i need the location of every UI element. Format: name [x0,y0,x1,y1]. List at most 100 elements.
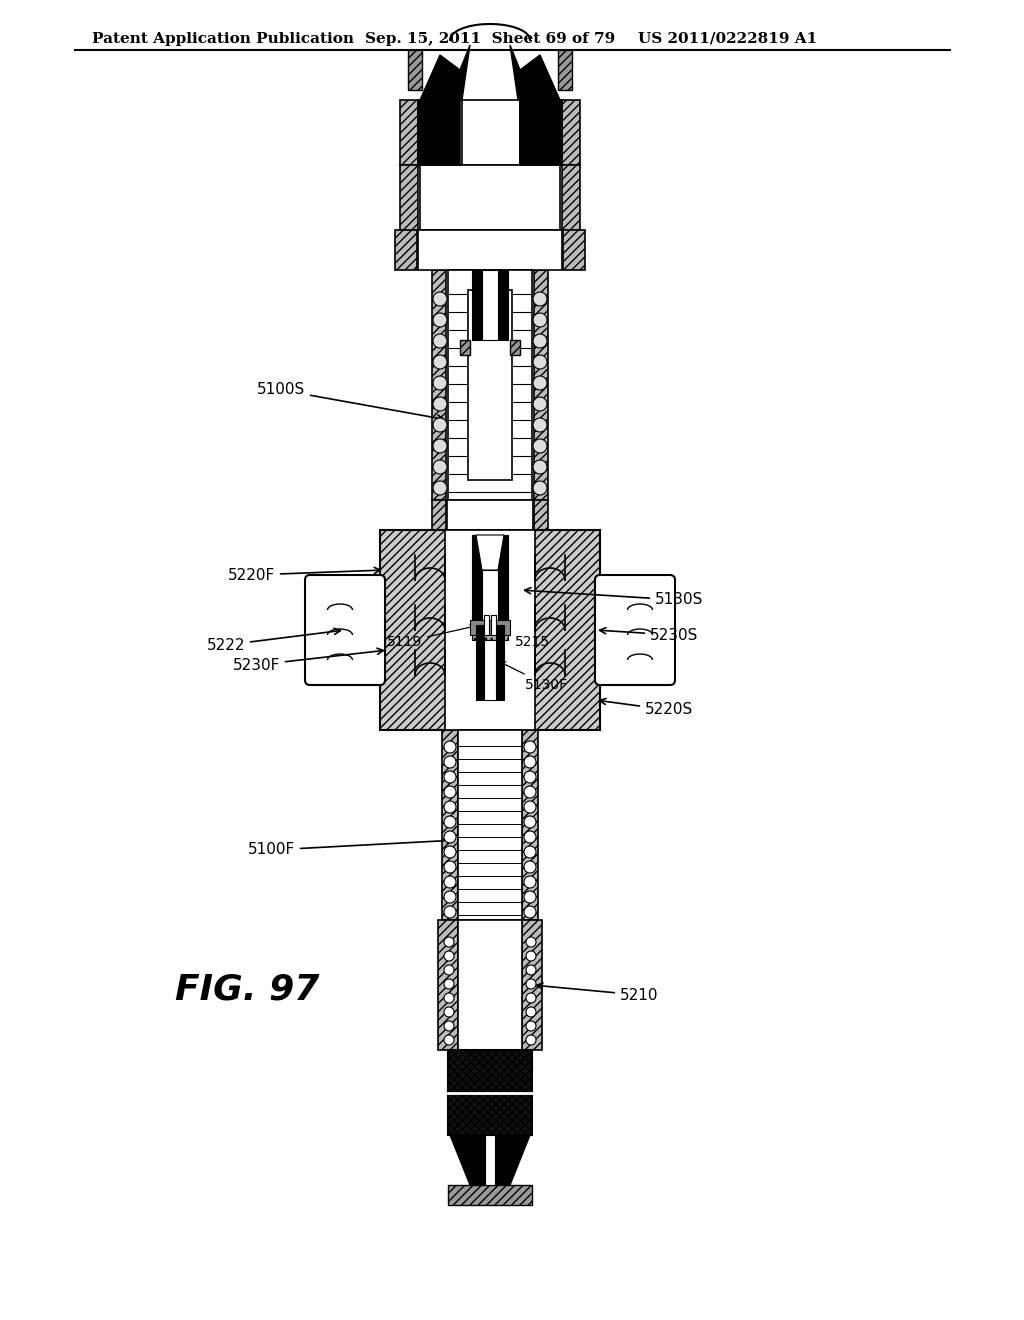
Circle shape [534,313,547,327]
Bar [445,531,535,730]
Circle shape [444,876,456,888]
Circle shape [526,979,536,989]
Bar [449,1049,532,1135]
Bar [447,500,534,531]
Bar [380,531,600,730]
Polygon shape [495,1135,530,1185]
Circle shape [534,440,547,453]
Text: 5230S: 5230S [600,627,698,643]
Circle shape [444,1035,454,1045]
Circle shape [444,785,456,799]
Bar [562,165,580,230]
Bar [470,620,510,635]
Bar [462,100,520,165]
Text: 5119: 5119 [387,624,476,649]
Bar [472,615,508,640]
Bar [449,1185,532,1205]
Polygon shape [450,1135,485,1185]
Bar [400,100,418,165]
Bar [418,100,460,165]
Circle shape [526,1035,536,1045]
Bar [521,730,535,760]
Bar [432,271,446,500]
Circle shape [444,950,454,961]
Circle shape [526,993,536,1003]
Circle shape [526,965,536,975]
Polygon shape [420,45,470,100]
Text: 5130F: 5130F [500,661,568,692]
Circle shape [534,480,547,495]
Bar [438,920,458,1049]
Bar [460,341,470,355]
Bar [496,624,504,700]
Bar [534,500,548,531]
Circle shape [444,861,456,873]
Bar [490,615,496,635]
Bar [445,730,459,760]
Circle shape [526,950,536,961]
Circle shape [524,771,536,783]
Text: Patent Application Publication: Patent Application Publication [92,32,354,46]
Circle shape [524,741,536,752]
Bar [460,730,520,760]
Text: 5230F: 5230F [232,648,383,672]
Text: 5222: 5222 [207,628,340,652]
Circle shape [534,418,547,432]
Circle shape [444,846,456,858]
Circle shape [534,397,547,411]
Text: FIG. 97: FIG. 97 [175,973,319,1007]
FancyBboxPatch shape [305,576,385,685]
Bar [534,271,548,500]
Circle shape [524,785,536,799]
Circle shape [433,376,447,389]
Bar [472,535,482,620]
Circle shape [433,397,447,411]
Circle shape [433,459,447,474]
Text: 5130S: 5130S [524,587,703,607]
Circle shape [534,376,547,389]
Text: US 2011/0222819 A1: US 2011/0222819 A1 [638,32,817,46]
Bar [558,50,572,90]
Circle shape [534,459,547,474]
Bar [482,271,498,341]
Circle shape [433,440,447,453]
Bar [498,535,508,620]
Circle shape [444,801,456,813]
Circle shape [444,979,454,989]
Bar [418,230,562,271]
Text: 5100S: 5100S [257,383,443,421]
Circle shape [524,832,536,843]
Circle shape [433,313,447,327]
Bar [522,730,538,920]
Circle shape [524,891,536,903]
Circle shape [534,292,547,306]
Circle shape [524,861,536,873]
Bar [520,100,562,165]
Circle shape [444,832,456,843]
Bar [498,271,508,341]
Circle shape [524,846,536,858]
Bar [563,230,585,271]
Circle shape [444,1020,454,1031]
Bar [522,920,542,1049]
Bar [449,271,532,500]
Bar [458,920,522,1049]
Circle shape [444,891,456,903]
Circle shape [526,1007,536,1016]
Circle shape [526,1020,536,1031]
Circle shape [433,480,447,495]
Polygon shape [510,45,560,100]
Bar [562,100,580,165]
Bar [484,615,489,635]
Bar [484,640,496,700]
Text: 5210: 5210 [537,983,658,1002]
Text: 5215: 5215 [502,627,550,649]
Bar [482,570,498,620]
Circle shape [433,355,447,370]
Circle shape [444,756,456,768]
Bar [420,165,560,230]
Polygon shape [476,535,504,570]
Text: Sep. 15, 2011  Sheet 69 of 79: Sep. 15, 2011 Sheet 69 of 79 [365,32,615,46]
Circle shape [444,906,456,917]
Bar [432,500,446,531]
